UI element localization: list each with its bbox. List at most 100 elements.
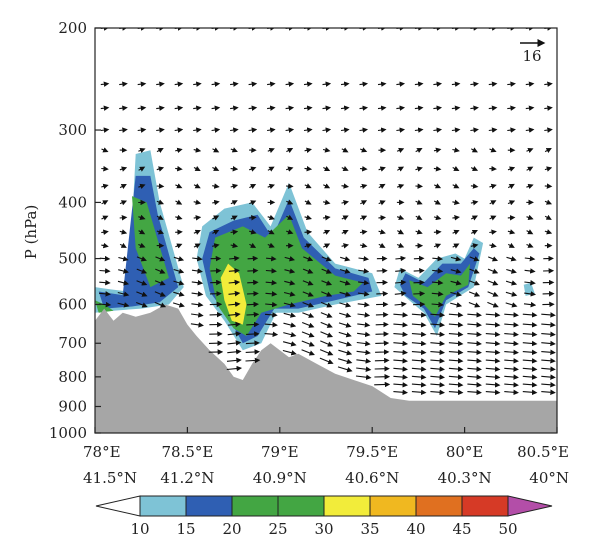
wind-vector	[101, 215, 109, 221]
wind-vector	[156, 127, 165, 133]
wind-vector	[433, 81, 443, 87]
wind-vector	[522, 382, 538, 388]
wind-vector	[396, 183, 405, 190]
wind-vector	[193, 215, 202, 221]
wind-vector	[285, 81, 295, 87]
colorbar-label-25: 25	[268, 520, 287, 538]
wind-vector	[504, 340, 519, 347]
wind-vector	[433, 127, 443, 133]
x-tick-lat-label: 41.2°N	[160, 469, 214, 487]
wind-vector	[119, 229, 128, 235]
wind-vector	[283, 291, 296, 297]
wind-vector	[448, 389, 464, 396]
wind-vector	[212, 215, 220, 221]
wind-vector	[359, 147, 368, 153]
wind-vector	[413, 290, 426, 297]
terrain-layer	[95, 304, 557, 433]
wind-vector	[138, 183, 146, 190]
wind-vector	[265, 291, 278, 297]
wind-vector	[507, 242, 515, 248]
wind-vector	[322, 81, 332, 87]
wind-vector	[228, 268, 240, 274]
wind-vector	[227, 340, 242, 346]
wind-vector	[504, 322, 519, 328]
wind-vector	[432, 268, 444, 274]
wind-vector	[430, 340, 446, 347]
wind-vector	[359, 127, 369, 133]
wind-vector	[301, 331, 315, 338]
wind-vector	[541, 358, 556, 364]
wind-vector	[448, 340, 464, 347]
wind-vector	[467, 389, 482, 396]
wind-vector	[522, 374, 538, 380]
wind-vector	[137, 105, 147, 111]
wind-vector	[470, 215, 478, 221]
wind-vector	[489, 242, 497, 249]
wind-vector	[265, 268, 277, 274]
wind-vector	[230, 183, 239, 190]
wind-vector	[119, 105, 128, 111]
y-tick-label-600: 600	[58, 295, 87, 313]
wind-vector	[358, 279, 370, 286]
wind-vector	[303, 105, 313, 111]
wind-vector	[138, 166, 146, 172]
wind-vector	[245, 349, 261, 355]
wind-vector	[377, 127, 387, 133]
wind-vector	[358, 268, 370, 274]
wind-vector	[358, 255, 370, 262]
wind-vector	[321, 256, 332, 262]
wind-vector	[522, 358, 538, 364]
wind-vector	[450, 256, 462, 262]
terrain	[95, 304, 557, 433]
wind-vector	[544, 166, 553, 172]
wind-vector	[302, 301, 315, 308]
wind-vector	[341, 215, 349, 221]
y-tick-label-500: 500	[58, 250, 87, 268]
wind-vector	[156, 81, 165, 87]
wind-vector	[522, 349, 538, 356]
contour-region-20-3	[95, 300, 114, 313]
wind-vector	[470, 127, 479, 133]
wind-vector	[506, 268, 517, 274]
wind-vector	[430, 331, 446, 338]
wind-vector	[415, 199, 423, 205]
wind-vector	[357, 301, 370, 308]
wind-vector	[230, 127, 239, 133]
contour-region-20-6	[209, 214, 363, 336]
wind-vector	[301, 321, 315, 328]
wind-vector	[227, 331, 242, 337]
wind-vector	[283, 331, 297, 338]
wind-vector	[411, 312, 427, 318]
wind-vector	[469, 280, 480, 286]
wind-vector	[302, 312, 315, 318]
wind-vector	[282, 349, 297, 356]
y-tick-label-1000: 1000	[49, 424, 87, 442]
wind-vector	[450, 291, 462, 297]
wind-vector	[286, 166, 294, 172]
wind-vector	[431, 279, 444, 286]
wind-vector	[249, 242, 257, 248]
wind-vector	[341, 183, 350, 189]
wind-vector	[524, 268, 536, 274]
plot-area	[94, 27, 558, 434]
wind-vector	[433, 183, 442, 189]
wind-vector	[485, 389, 501, 396]
wind-vector	[504, 349, 519, 356]
wind-vector	[544, 214, 552, 220]
wind-vector	[247, 255, 259, 262]
wind-vector	[378, 166, 386, 172]
colorbar-swatch-25	[277, 495, 325, 517]
wind-vector	[357, 322, 371, 328]
wind-vector	[303, 81, 313, 87]
wind-vector	[485, 340, 501, 347]
wind-vector	[264, 312, 278, 318]
wind-vector	[356, 358, 372, 364]
wind-vector	[393, 389, 409, 396]
x-tick-lon-label: 79.5°E	[346, 443, 398, 461]
wind-vector	[541, 382, 556, 388]
wind-vector	[377, 81, 387, 87]
wind-vector	[415, 214, 423, 220]
wind-vector	[340, 127, 350, 133]
wind-vector	[467, 349, 482, 356]
wind-vector	[138, 229, 146, 235]
